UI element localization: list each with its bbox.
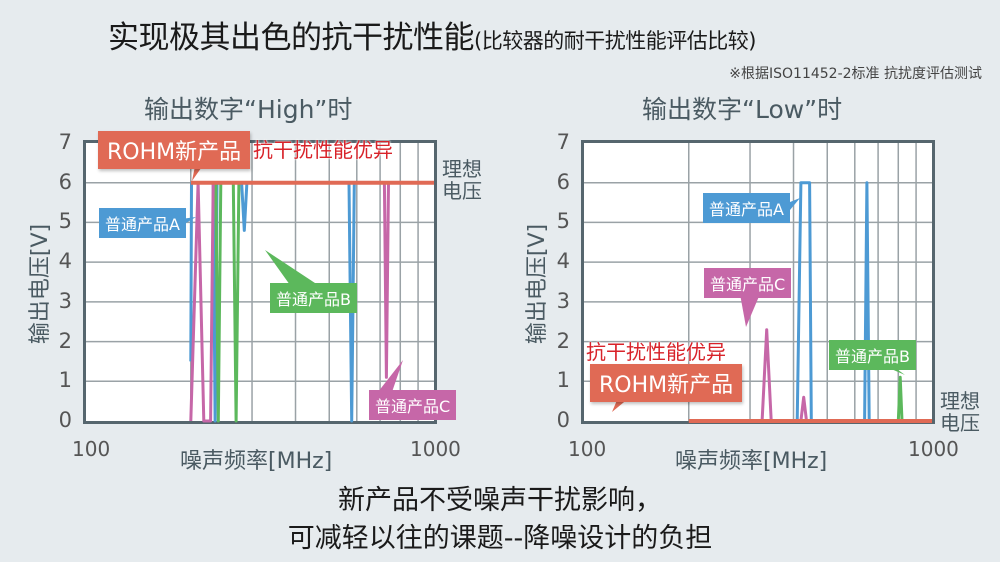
right-x-min-label: 100 xyxy=(568,437,607,461)
y-tick-label: 6 xyxy=(556,169,570,194)
y-tick-label: 7 xyxy=(556,130,570,154)
left-plot-area xyxy=(83,140,437,424)
y-tick-label: 1 xyxy=(556,368,570,393)
ideal-line2: 电压 xyxy=(940,411,980,435)
left-chart-title: 输出数字“High”时 xyxy=(144,95,353,124)
title-main: 实现极其出色的抗干扰性能 xyxy=(108,20,475,56)
y-tick-label: 4 xyxy=(556,249,570,274)
ideal-line1: 理想 xyxy=(940,389,980,413)
right-x-axis-title: 噪声频率[MHz] xyxy=(675,449,828,474)
test-note: ※根据ISO11452-2标准 抗扰度评估测试 xyxy=(729,66,982,82)
left-good-label: 抗干扰性能优异 xyxy=(253,138,393,162)
y-tick-label: 2 xyxy=(58,328,72,353)
page-title: 实现极其出色的抗干扰性能(比较器的耐干扰性能评估比较) xyxy=(108,12,756,57)
y-tick-label: 5 xyxy=(556,209,570,234)
right-good-label: 抗干扰性能优异 xyxy=(586,340,726,364)
title-sub: (比较器的耐干扰性能评估比较) xyxy=(474,29,756,53)
bottom-message: 新产品不受噪声干扰影响， 可减轻以往的课题--降噪设计的负担 xyxy=(0,482,1000,558)
y-tick-label: 0 xyxy=(556,408,570,432)
right-x-max-label: 1000 xyxy=(908,437,959,461)
y-tick-label: 3 xyxy=(58,288,72,313)
right-product-b-callout: 普通产品B xyxy=(829,340,916,370)
right-ideal-voltage-label: 理想 电压 xyxy=(940,390,980,434)
right-chart-title: 输出数字“Low”时 xyxy=(642,95,843,124)
y-tick-label: 1 xyxy=(58,368,72,393)
right-product-a-callout: 普通产品A xyxy=(703,193,790,223)
y-tick-label: 7 xyxy=(58,130,72,154)
left-ideal-voltage-label: 理想 电压 xyxy=(442,158,482,202)
y-tick-label: 5 xyxy=(58,209,72,234)
y-tick-label: 4 xyxy=(58,249,72,274)
left-product-c-callout: 普通产品C xyxy=(369,390,457,420)
bottom-line-2: 可减轻以往的课题--降噪设计的负担 xyxy=(287,523,713,554)
left-rohm-callout: ROHM新产品 xyxy=(98,131,251,169)
y-tick-label: 6 xyxy=(58,169,72,194)
left-product-a-callout: 普通产品A xyxy=(99,208,186,238)
y-tick-label: 3 xyxy=(556,288,570,313)
right-rohm-callout: ROHM新产品 xyxy=(590,364,743,402)
ideal-line2: 电压 xyxy=(442,179,482,203)
left-x-min-label: 100 xyxy=(72,437,111,461)
ideal-line1: 理想 xyxy=(442,157,482,181)
left-x-max-label: 1000 xyxy=(410,437,461,461)
y-tick-label: 0 xyxy=(58,408,72,432)
left-x-axis-title: 噪声频率[MHz] xyxy=(180,449,333,474)
left-product-b-callout: 普通产品B xyxy=(270,283,357,313)
right-product-c-callout: 普通产品C xyxy=(704,268,792,298)
y-tick-label: 2 xyxy=(556,328,570,353)
bottom-line-1: 新产品不受噪声干扰影响， xyxy=(338,485,662,516)
